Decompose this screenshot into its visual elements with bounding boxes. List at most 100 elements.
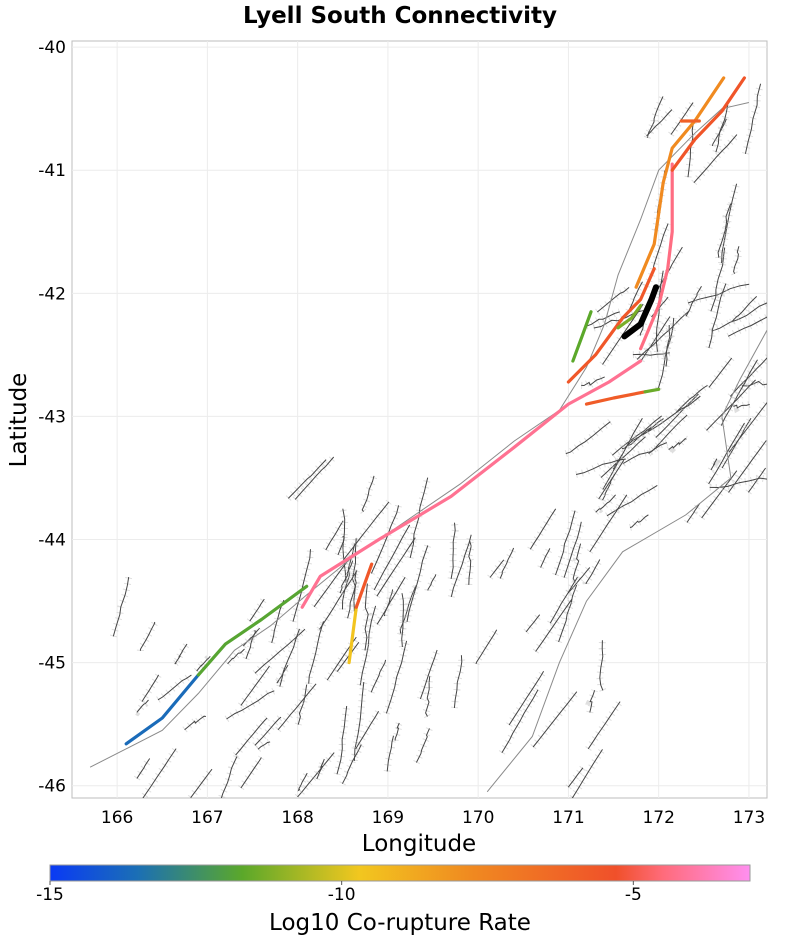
fault-trace: [184, 715, 206, 731]
fault-trace: [112, 577, 130, 637]
fault-trace: [409, 477, 429, 559]
fault-trace: [245, 630, 256, 660]
fault-trace: [731, 296, 758, 323]
fault-trace: [343, 501, 390, 560]
fault-trace: [693, 134, 738, 184]
fault-trace: [708, 422, 745, 485]
x-tick-label: 169: [372, 808, 404, 828]
fault-trace: [399, 585, 417, 634]
fault-trace: [733, 246, 740, 274]
fault-trace: [621, 427, 652, 449]
colorbar-tick-label: -5: [625, 885, 642, 905]
fault-section-wairau: [634, 76, 726, 289]
fault-section-hope: [584, 390, 647, 406]
fault-trace: [475, 629, 498, 665]
fault-trace: [706, 379, 756, 431]
fault-trace: [535, 599, 573, 652]
fault-trace: [141, 674, 160, 702]
fault-trace: [450, 522, 456, 579]
fault-trace: [741, 380, 767, 387]
fault-trace: [341, 744, 362, 784]
fault-trace: [586, 311, 620, 327]
fault-trace: [249, 598, 265, 622]
fault-trace: [337, 535, 345, 556]
fault-trace: [174, 643, 188, 665]
fault-trace: [572, 543, 582, 582]
fault-trace: [254, 716, 282, 746]
fault-section-alpine-kaniere-gloaming: [300, 359, 643, 609]
coastline: [89, 102, 767, 793]
fault-trace: [711, 118, 727, 147]
fault-trace: [555, 510, 576, 576]
fault-section-alpine-fiordland: [124, 673, 200, 746]
fault-trace: [294, 456, 335, 500]
y-tick-label: -46: [38, 777, 66, 797]
fault-trace: [136, 758, 151, 779]
fault-trace: [419, 649, 438, 700]
fault-trace: [376, 537, 416, 597]
fault-trace: [240, 757, 262, 789]
fault-trace: [501, 689, 539, 754]
y-tick-label: -41: [38, 161, 66, 181]
fault-trace: [361, 475, 375, 512]
x-tick-label: 173: [733, 808, 765, 828]
fault-trace: [646, 96, 664, 138]
fault-trace: [567, 567, 591, 594]
y-axis-label: Latitude: [6, 373, 32, 468]
fault-section-lyell-north: [566, 267, 656, 384]
fault-trace: [733, 403, 750, 409]
fault-trace: [508, 671, 545, 726]
fault-section-waimea: [670, 76, 746, 172]
plot-area: [71, 40, 768, 799]
fault-trace: [565, 421, 611, 455]
fault-trace: [636, 310, 690, 360]
fault-trace: [728, 440, 767, 493]
colorbar: [49, 864, 751, 882]
fault-trace: [316, 758, 325, 780]
fault-trace: [665, 325, 671, 367]
fault-trace: [220, 756, 238, 798]
fault-trace: [525, 614, 541, 633]
fault-section-moonlight-north: [354, 562, 374, 609]
fault-trace: [596, 287, 630, 313]
fault-trace: [257, 741, 271, 750]
colorbar-label: Log10 Co-rupture Rate: [269, 910, 531, 936]
fault-trace: [254, 628, 306, 674]
fault-trace: [642, 395, 701, 436]
fault-trace: [721, 183, 738, 264]
fault-trace: [136, 699, 149, 713]
fault-trace: [386, 735, 394, 772]
fault-trace: [336, 705, 348, 775]
y-tick-label: -44: [38, 531, 66, 551]
fault-trace: [670, 102, 694, 135]
fault-section-inangahua: [616, 304, 643, 330]
fault-trace: [563, 521, 582, 578]
fault-trace: [427, 574, 437, 591]
fault-trace: [668, 437, 687, 450]
fault-trace: [710, 458, 718, 471]
fault-trace: [339, 560, 354, 594]
y-tick-label: -45: [38, 654, 66, 674]
fault-trace: [589, 494, 628, 553]
fault-trace: [701, 470, 738, 519]
fault-trace: [336, 642, 360, 672]
fault-trace: [575, 458, 626, 475]
fault-section-white-creek: [571, 310, 593, 363]
fault-trace: [595, 494, 616, 513]
fault-trace: [685, 285, 702, 317]
fault-trace: [297, 772, 308, 792]
fault-trace: [139, 621, 156, 651]
fault-trace: [686, 503, 701, 523]
x-tick-label: 168: [281, 808, 313, 828]
fault-trace: [622, 442, 667, 464]
fault-trace: [571, 749, 603, 798]
fault-trace: [235, 717, 268, 756]
fault-trace: [489, 559, 505, 578]
fault-trace: [425, 675, 431, 717]
fault-trace: [196, 655, 211, 672]
fault-trace: [394, 722, 400, 741]
fault-trace: [240, 665, 270, 706]
x-axis-ticks: 166 167 168 169 170 171 172 173: [101, 808, 765, 828]
fault-trace: [655, 393, 699, 438]
